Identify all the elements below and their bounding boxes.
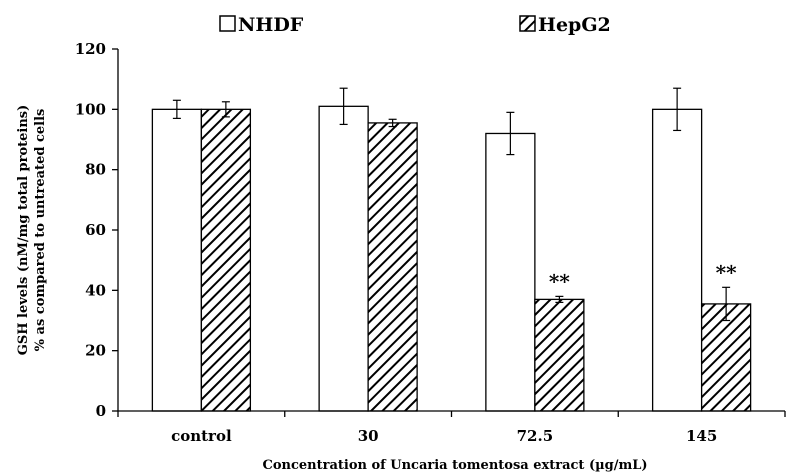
x-tick-label-30: 30: [358, 427, 379, 445]
legend-item-hepg2: HepG2: [519, 14, 611, 36]
error-bar-nhdf-30: [339, 87, 348, 126]
error-bar-nhdf-145: [673, 87, 682, 132]
error-bar-hepg2-145: [722, 286, 731, 322]
bar-hepg2-30: [367, 122, 418, 412]
x-tick-label-control: control: [171, 427, 232, 445]
x-ticks: control 30 72.5 145: [117, 411, 786, 445]
bars-layer: [151, 105, 752, 412]
legend-label-nhdf: NHDF: [238, 14, 304, 36]
y-axis-title-line2: % as compared to untreated cells: [33, 109, 48, 352]
error-bar-nhdf-control: [172, 99, 181, 119]
y-tick-label-40: 40: [85, 281, 106, 299]
bar-hepg2-control: [200, 108, 252, 412]
y-tick-label-20: 20: [85, 342, 106, 360]
error-bar-hepg2-30: [388, 118, 397, 128]
significance-annotation-145: **: [716, 260, 737, 284]
bar-nhdf-145: [651, 108, 703, 412]
legend-swatch-hepg2: [519, 15, 536, 32]
bar-nhdf-control: [151, 108, 203, 412]
y-tick-label-100: 100: [75, 100, 106, 118]
bar-nhdf-72-5: [485, 132, 536, 412]
error-bar-hepg2-72-5: [555, 295, 564, 303]
error-bar-hepg2-control: [221, 101, 230, 118]
bar-nhdf-30: [318, 105, 369, 412]
bar-hepg2-72-5: [534, 298, 585, 412]
y-ticks: 0 20 40 60 80 100 120: [75, 40, 118, 420]
legend: NHDF HepG2: [219, 14, 611, 36]
y-axis-title-line1: GSH levels (nM/mg total proteins): [16, 105, 31, 356]
x-axis-title: Concentration of Uncaria tomentosa extra…: [262, 458, 647, 473]
x-tick-label-145: 145: [686, 427, 717, 445]
x-tick-label-72-5: 72.5: [517, 427, 554, 445]
legend-label-hepg2: HepG2: [538, 14, 611, 36]
legend-item-nhdf: NHDF: [219, 14, 304, 36]
y-tick-label-120: 120: [75, 40, 106, 58]
annotations-layer: ** **: [549, 260, 737, 293]
y-tick-label-80: 80: [85, 161, 106, 179]
y-tick-label-0: 0: [96, 402, 106, 420]
error-bars-layer: [172, 87, 731, 322]
legend-swatch-nhdf: [219, 15, 236, 32]
y-tick-label-60: 60: [85, 221, 106, 239]
bar-hepg2-145: [700, 303, 752, 412]
error-bar-nhdf-72-5: [506, 111, 515, 156]
significance-annotation-72-5: **: [549, 269, 570, 293]
